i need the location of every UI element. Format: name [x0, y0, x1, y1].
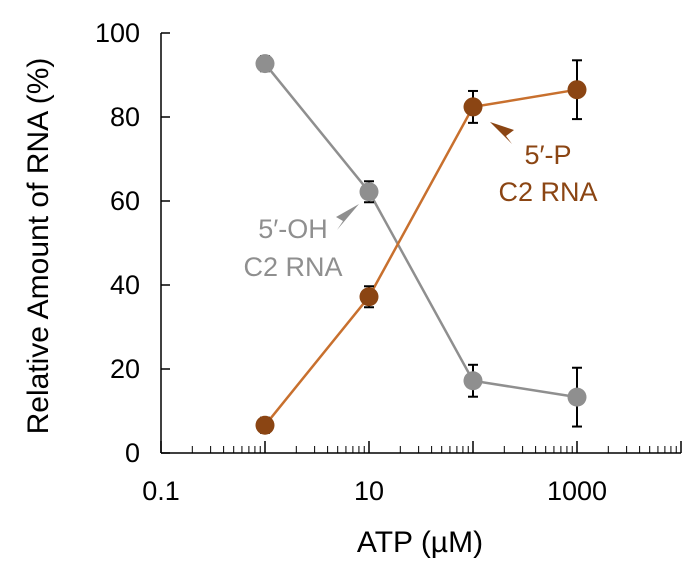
- series-label-p-line2: C2 RNA: [498, 177, 597, 207]
- error-bars: [260, 55, 582, 434]
- series-label-oh: 5′-OH C2 RNA: [243, 204, 359, 282]
- arrowhead-oh-icon: [336, 204, 359, 230]
- x-minor-ticks: [191, 446, 677, 453]
- x-tick-label-2: 1000: [547, 476, 607, 506]
- data-point-p: [567, 80, 587, 100]
- series-label-p: 5′-P C2 RNA: [490, 122, 598, 207]
- data-point-oh: [255, 54, 275, 74]
- plot-area: [160, 32, 682, 454]
- data-point-oh: [359, 182, 379, 202]
- series-label-oh-line2: C2 RNA: [243, 252, 342, 282]
- x-tick-label-0: 0.1: [142, 476, 180, 506]
- data-point-p: [463, 97, 483, 117]
- x-tick-labels: 0.1 10 1000: [142, 476, 607, 506]
- data-point-p: [255, 415, 275, 435]
- series-line-oh: [264, 62, 578, 399]
- y-tick-label-0: 0: [125, 438, 140, 468]
- series-label-p-line1: 5′-P: [524, 140, 571, 170]
- y-tick-label-2: 40: [110, 270, 140, 300]
- series-label-oh-line1: 5′-OH: [258, 214, 328, 244]
- data-point-oh: [463, 371, 483, 391]
- y-tick-label-1: 20: [110, 354, 140, 384]
- y-ticks: [161, 32, 170, 454]
- x-axis-title: ATP (µM): [357, 526, 483, 559]
- y-axis-title: Relative Amount of RNA (%): [22, 58, 55, 435]
- y-tick-label-3: 60: [110, 186, 140, 216]
- arrowhead-p-icon: [490, 122, 514, 144]
- y-tick-label-4: 80: [110, 102, 140, 132]
- y-tick-label-5: 100: [95, 18, 140, 48]
- series-line-p: [264, 88, 578, 427]
- data-point-oh: [567, 387, 587, 407]
- x-tick-label-1: 10: [354, 476, 384, 506]
- series-lines: [264, 62, 578, 427]
- y-tick-labels: 0 20 40 60 80 100: [95, 18, 140, 468]
- x-major-ticks: [160, 441, 682, 453]
- data-points: [255, 54, 587, 435]
- data-point-p: [359, 287, 379, 307]
